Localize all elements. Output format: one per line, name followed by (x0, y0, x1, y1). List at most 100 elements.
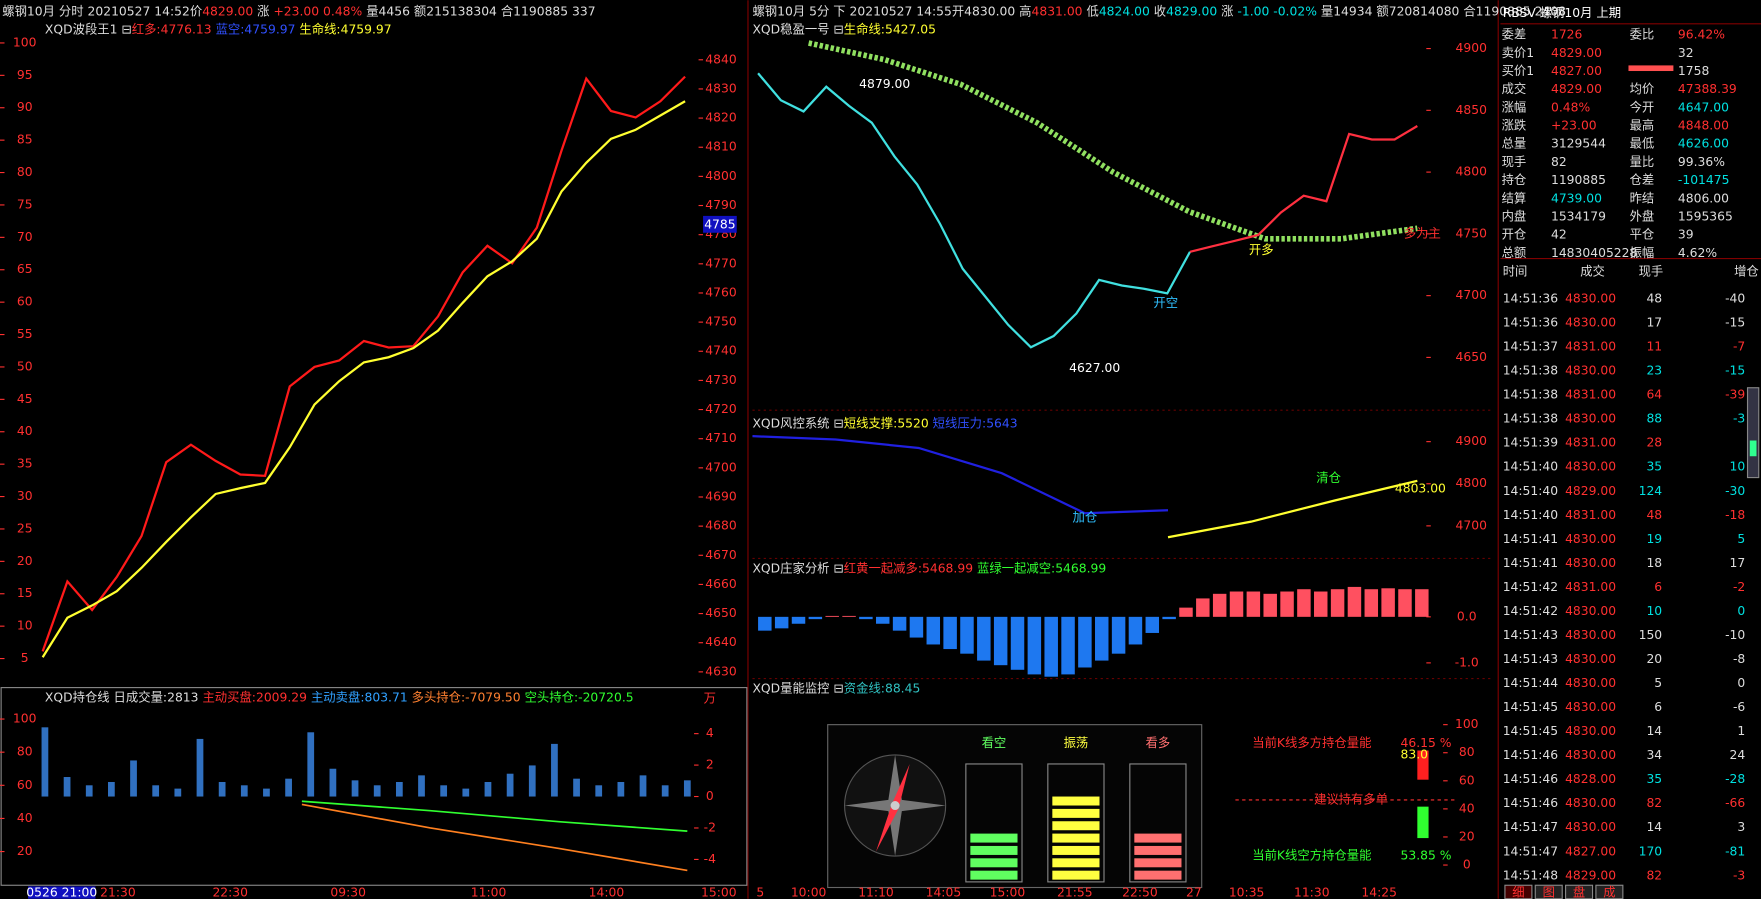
tick-label: 60 (1459, 773, 1475, 787)
quote-value: 4647.00 (1678, 100, 1729, 114)
trade-price: 4828.00 (1565, 772, 1616, 786)
tick-label: 30 (17, 489, 33, 503)
tick-label: 4650 (705, 606, 737, 620)
time-label: 21:30 (100, 886, 136, 899)
tick-label: 55 (17, 327, 33, 341)
quote-label: 委比 (1630, 28, 1655, 42)
title-part: 多头持仓:-7079.50 (412, 689, 525, 704)
quote-label: 均价 (1630, 82, 1655, 96)
time-label: 27 (1186, 886, 1202, 899)
trade-price: 4830.00 (1565, 700, 1616, 714)
label: 当前K线空方持仓量能 (1252, 848, 1371, 863)
trade-price: 4830.00 (1565, 316, 1616, 330)
tick-label: 75 (17, 197, 33, 211)
quote-label: 量比 (1630, 155, 1655, 169)
tick-label: 4700 (1456, 288, 1488, 302)
column-header: 成交 (1580, 264, 1605, 279)
trade-time: 14:51:36 (1503, 316, 1559, 330)
title: XQD稳盈一号 ⊟生命线:5427.05 (752, 21, 936, 36)
trade-time: 14:51:38 (1503, 364, 1559, 378)
gauge-level (1134, 845, 1182, 855)
quote-value: 82 (1551, 155, 1567, 169)
trade-volume: 28 (1646, 436, 1662, 450)
time-label: 22:50 (1122, 886, 1158, 899)
volume-bar (218, 781, 226, 797)
dealer-bar (791, 616, 806, 624)
dealer-bar (1128, 616, 1143, 645)
tick-label: 0.0 (1457, 609, 1477, 623)
trade-volume: 14 (1646, 820, 1662, 834)
bid-bar (1628, 65, 1674, 72)
time-label: 21:55 (1057, 886, 1093, 899)
tick-label: 4750 (1456, 226, 1488, 240)
gauge-level (1134, 833, 1182, 843)
time-label: 22:30 (212, 886, 248, 899)
tick-label: 4630 (705, 664, 737, 678)
scrollbar[interactable] (1746, 387, 1760, 479)
trade-price: 4831.00 (1565, 388, 1616, 402)
trade-price: 4830.00 (1565, 796, 1616, 810)
trade-time: 14:51:43 (1503, 652, 1558, 666)
title-part: 生命线:4759.97 (299, 21, 391, 36)
position-line (301, 800, 688, 832)
annotation: 4803.00 (1395, 481, 1446, 495)
trade-volume: 64 (1646, 388, 1662, 402)
gauge-level (1052, 808, 1100, 818)
gauge-box (965, 763, 1023, 883)
annotation: 加仓 (1073, 511, 1098, 525)
volume-bar (174, 788, 182, 797)
long-bar (1417, 750, 1429, 780)
title-part: 4829.00 (1166, 4, 1217, 18)
gauge-label: 看多 (1146, 736, 1171, 750)
trade-time: 14:51:41 (1503, 532, 1558, 546)
tick-label: 35 (17, 457, 33, 471)
price-line (41, 100, 686, 658)
dealer-bar (1145, 616, 1160, 633)
volume-bar (240, 785, 248, 797)
trade-change: 0 (1737, 604, 1745, 618)
quote-label: 仓差 (1630, 173, 1655, 187)
title-part: 螺钢10月 分时 20210527 14:52价 (2, 4, 202, 18)
tick-label: -4 (704, 852, 716, 866)
quote-label: 总额 (1502, 246, 1527, 260)
tick-label: 4790 (705, 198, 737, 212)
dealer-bar (859, 616, 873, 620)
tick-label: 80 (17, 745, 33, 759)
volume-bar (462, 788, 470, 797)
trade-volume: 11 (1646, 340, 1662, 354)
trade-change: -2 (1733, 580, 1745, 594)
time-label: 5 (756, 886, 764, 899)
trade-volume: 10 (1646, 604, 1662, 618)
quote-label: 最高 (1630, 118, 1655, 133)
trade-volume: 35 (1646, 772, 1662, 786)
tick-label: 80 (1459, 745, 1475, 759)
trade-time: 14:51:40 (1503, 460, 1559, 474)
title-part: 4829.00 (202, 4, 253, 18)
volume-bar (484, 781, 492, 797)
title: XQD风控系统 ⊟短线支撑:5520 短线压力:5643 (752, 415, 1017, 430)
trade-price: 4830.00 (1565, 532, 1616, 546)
trade-change: 10 (1730, 460, 1746, 474)
trade-volume: 6 (1654, 700, 1662, 714)
scroll-thumb[interactable] (1749, 440, 1757, 457)
quote-label: 昨结 (1630, 191, 1655, 205)
trade-price: 4830.00 (1565, 628, 1616, 642)
trade-change: -28 (1725, 772, 1745, 786)
tick-label: 90 (17, 100, 33, 114)
price-tag-box (703, 215, 737, 233)
dealer-bar (876, 616, 890, 624)
title-part: 空头持仓:-20720.5 (525, 689, 634, 704)
dealer-bar (1347, 586, 1362, 617)
volume-bar (440, 785, 448, 797)
dealer-bar (808, 616, 823, 620)
title-part: 4824.00 (1099, 4, 1150, 18)
title-part: XQD波段王1 ⊟ (45, 21, 132, 36)
quote-label: 现手 (1502, 155, 1527, 169)
quote-value: 1758 (1678, 64, 1710, 78)
gauge-level (970, 845, 1018, 855)
label: 万 (704, 691, 716, 705)
gauge-level (1052, 858, 1100, 868)
trade-volume: 17 (1646, 316, 1662, 330)
trade-change: 3 (1737, 820, 1745, 834)
tick-label: 100 (13, 712, 37, 726)
